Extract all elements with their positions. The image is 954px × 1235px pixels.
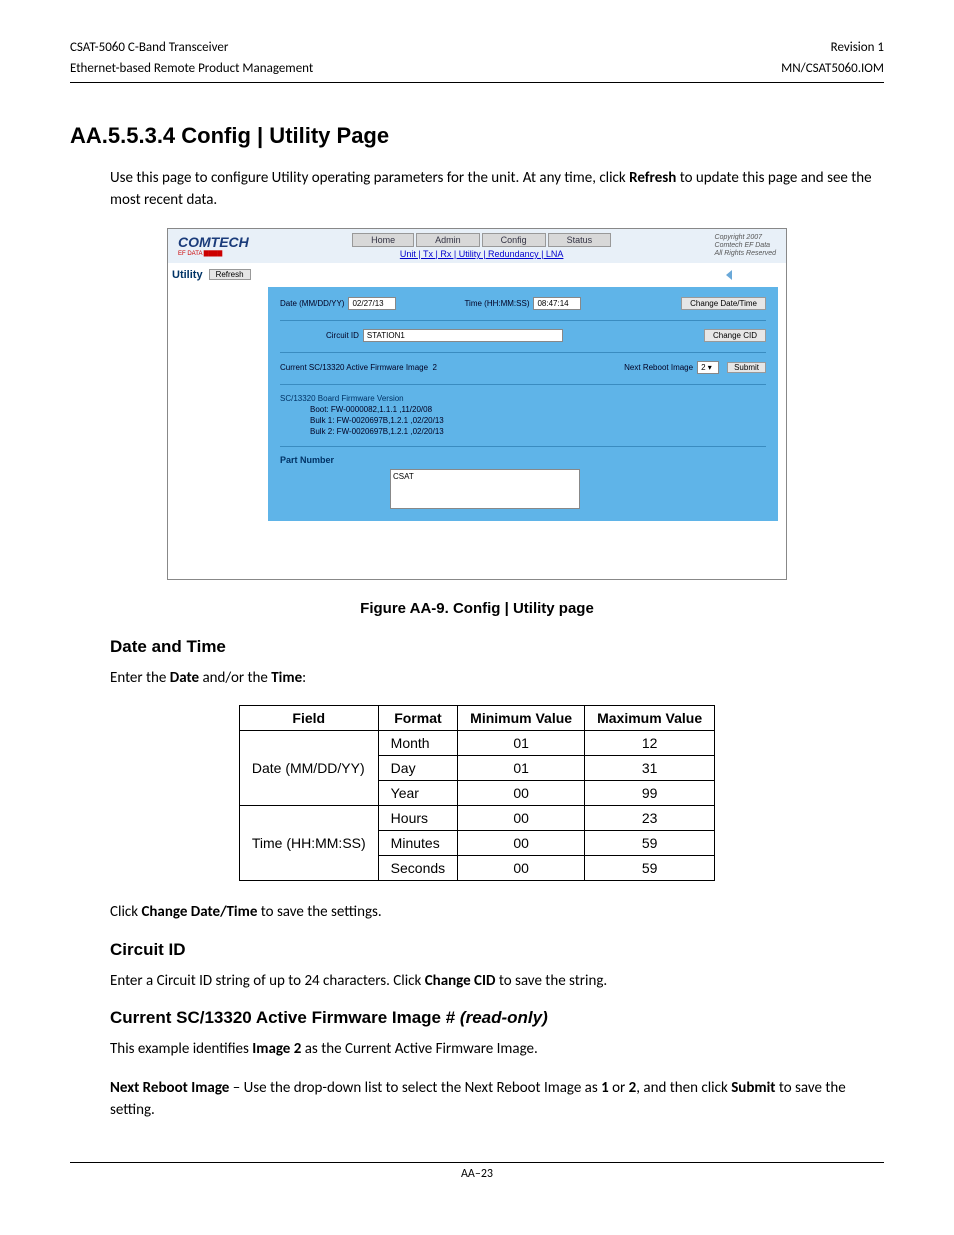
header-left-2: Ethernet-based Remote Product Management bbox=[70, 61, 313, 78]
cid-paragraph: Enter a Circuit ID string of up to 24 ch… bbox=[110, 970, 884, 993]
fw-version-header: SC/13320 Board Firmware Version bbox=[280, 393, 766, 404]
refresh-button[interactable]: Refresh bbox=[209, 269, 251, 280]
page-header-2: Ethernet-based Remote Product Management… bbox=[70, 61, 884, 78]
col-max: Maximum Value bbox=[585, 706, 715, 731]
part-number-label: Part Number bbox=[280, 455, 766, 465]
table-row: Time (HH:MM:SS) Hours 00 23 bbox=[239, 806, 714, 831]
utility-label: Utility bbox=[172, 269, 203, 281]
ss-panel: Date (MM/DD/YY) 02/27/13 Time (HH:MM:SS)… bbox=[268, 287, 778, 521]
fw-bulk1: Bulk 1: FW-0020697B,1.2.1 ,02/20/13 bbox=[310, 415, 766, 426]
nav-status[interactable]: Status bbox=[548, 233, 612, 247]
date-label: Date (MM/DD/YY) bbox=[280, 299, 344, 308]
fw-active-label: Current SC/13320 Active Firmware Image 2 bbox=[280, 363, 437, 372]
fw-boot: Boot: FW-0000082,1.1.1 ,11/20/08 bbox=[310, 404, 766, 415]
table-row: Date (MM/DD/YY) Month 01 12 bbox=[239, 731, 714, 756]
cid-row: Circuit ID STATION1 Change CID bbox=[280, 329, 766, 342]
change-cid-button[interactable]: Change CID bbox=[704, 329, 766, 342]
ss-utility-header: Utility Refresh bbox=[168, 263, 786, 287]
fw-paragraph-1: This example identifies Image 2 as the C… bbox=[110, 1038, 884, 1061]
datetime-outro: Click Change Date/Time to save the setti… bbox=[110, 901, 884, 924]
table-header-row: Field Format Minimum Value Maximum Value bbox=[239, 706, 714, 731]
col-min: Minimum Value bbox=[458, 706, 585, 731]
ss-subnav[interactable]: Unit | Tx | Rx | Utility | Redundancy | … bbox=[400, 249, 564, 259]
header-right-2: MN/CSAT5060.IOM bbox=[781, 61, 884, 78]
fw-active-row: Current SC/13320 Active Firmware Image 2… bbox=[280, 361, 766, 374]
figure-caption: Figure AA-9. Config | Utility page bbox=[70, 600, 884, 617]
nav-home[interactable]: Home bbox=[352, 233, 414, 247]
nav-admin[interactable]: Admin bbox=[416, 233, 480, 247]
submit-button[interactable]: Submit bbox=[727, 362, 766, 373]
datetime-intro: Enter the Date and/or the Time: bbox=[110, 667, 884, 690]
ss-topbar: COMTECH EF DATA ▇▇▇▇ Home Admin Config S… bbox=[168, 229, 786, 263]
datetime-table: Field Format Minimum Value Maximum Value… bbox=[239, 705, 715, 881]
ss-copyright: Copyright 2007 Comtech EF Data All Right… bbox=[715, 234, 776, 257]
fw-bulk2: Bulk 2: FW-0020697B,1.2.1 ,02/20/13 bbox=[310, 426, 766, 437]
col-field: Field bbox=[239, 706, 378, 731]
config-utility-screenshot: COMTECH EF DATA ▇▇▇▇ Home Admin Config S… bbox=[167, 228, 787, 580]
change-datetime-button[interactable]: Change Date/Time bbox=[681, 297, 766, 310]
ss-logo: COMTECH EF DATA ▇▇▇▇ bbox=[178, 234, 249, 257]
triangle-icon bbox=[726, 270, 732, 280]
heading-date-time: Date and Time bbox=[110, 637, 884, 657]
date-time-row: Date (MM/DD/YY) 02/27/13 Time (HH:MM:SS)… bbox=[280, 297, 766, 310]
date-input[interactable]: 02/27/13 bbox=[348, 297, 396, 310]
intro-paragraph: Use this page to configure Utility opera… bbox=[110, 167, 884, 212]
screenshot-figure: COMTECH EF DATA ▇▇▇▇ Home Admin Config S… bbox=[167, 228, 787, 580]
page-header: CSAT-5060 C-Band Transceiver Revision 1 bbox=[70, 40, 884, 57]
col-format: Format bbox=[378, 706, 457, 731]
cid-label: Circuit ID bbox=[326, 331, 359, 340]
header-left-1: CSAT-5060 C-Band Transceiver bbox=[70, 40, 228, 57]
next-reboot-select[interactable]: 2 ▾ bbox=[697, 361, 719, 374]
heading-circuit-id: Circuit ID bbox=[110, 940, 884, 960]
part-number-textarea[interactable]: CSAT bbox=[390, 469, 580, 509]
ss-nav: Home Admin Config Status Unit | Tx | Rx … bbox=[249, 233, 715, 259]
time-label: Time (HH:MM:SS) bbox=[464, 299, 529, 308]
fw-version-block: SC/13320 Board Firmware Version Boot: FW… bbox=[280, 393, 766, 438]
header-rule bbox=[70, 82, 884, 83]
header-right-1: Revision 1 bbox=[831, 40, 884, 57]
next-reboot-label: Next Reboot Image bbox=[624, 363, 693, 372]
cid-input[interactable]: STATION1 bbox=[363, 329, 563, 342]
page-number: AA–23 bbox=[70, 1167, 884, 1181]
heading-firmware: Current SC/13320 Active Firmware Image #… bbox=[110, 1008, 884, 1028]
fw-paragraph-2: Next Reboot Image – Use the drop-down li… bbox=[110, 1077, 884, 1122]
section-title: AA.5.5.3.4 Config | Utility Page bbox=[70, 123, 884, 149]
footer-rule bbox=[70, 1162, 884, 1163]
nav-config[interactable]: Config bbox=[482, 233, 546, 247]
time-input[interactable]: 08:47:14 bbox=[533, 297, 581, 310]
